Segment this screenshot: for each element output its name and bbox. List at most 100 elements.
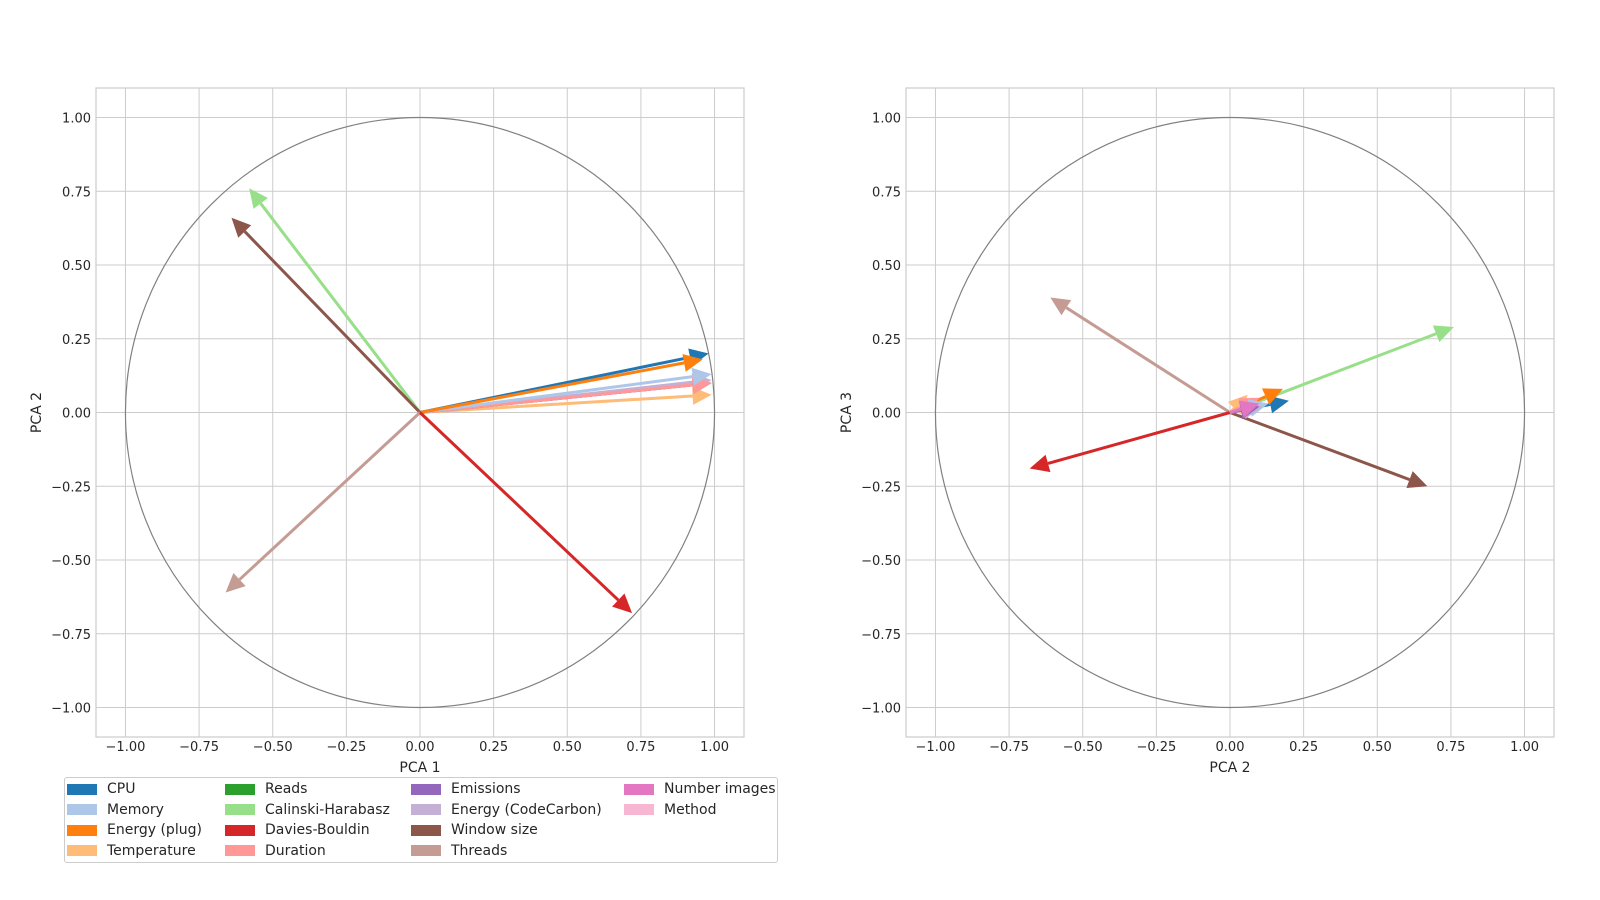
- vector-shaft: [419, 375, 693, 414]
- y-tick-label: −1.00: [51, 702, 91, 717]
- legend-swatch: [67, 845, 97, 856]
- pca-plot-2: −1.00 −0.75 −0.50 −0.25 0.00 0.25 0.50 0.75 1.00…: [839, 87, 1555, 776]
- legend-swatch: [67, 783, 97, 795]
- legend-label: Duration: [265, 842, 326, 859]
- legend-label: Window size: [451, 822, 538, 838]
- x-axis-label: PCA 1: [399, 760, 440, 776]
- y-axis-label: PCA 2: [29, 392, 45, 433]
- legend-swatch: [411, 845, 441, 856]
- legend-item: Threads: [411, 841, 507, 861]
- vector-shaft: [1065, 306, 1231, 414]
- legend-label: Number images: [664, 781, 776, 797]
- legend-swatch: [225, 783, 255, 795]
- y-tick-label: 0.25: [872, 333, 901, 348]
- legend-label: Calinski-Harabasz: [265, 801, 390, 818]
- vector-number-images: [1229, 400, 1260, 418]
- legend-label: Reads: [265, 781, 308, 797]
- legend-item: Window size: [411, 820, 538, 840]
- vector-window-size: [231, 217, 422, 414]
- vector-energy-plug-: [419, 354, 703, 414]
- x-tick-label: 0.00: [406, 740, 435, 755]
- legend-swatch: [225, 804, 255, 815]
- legend-item: Number images: [624, 779, 776, 799]
- x-tick-label: 0.50: [553, 740, 582, 755]
- x-tick-label: 0.75: [1436, 740, 1465, 755]
- vector-window-size: [1229, 411, 1428, 489]
- legend-label: Memory: [107, 801, 164, 818]
- vector-shaft: [243, 230, 422, 414]
- x-tick-label: 1.00: [1510, 740, 1539, 755]
- vector-shaft: [1229, 332, 1437, 414]
- x-axis-label: PCA 2: [1209, 760, 1250, 776]
- legend: CPU Memory Energy (plug) Temperature Reads Ca…: [64, 777, 778, 863]
- vector-head: [1268, 395, 1289, 414]
- legend-label: Davies-Bouldin: [265, 822, 370, 838]
- legend-swatch: [624, 783, 654, 795]
- vector-head: [231, 217, 252, 238]
- legend-label: Energy (plug): [107, 822, 202, 838]
- legend-item: Reads: [225, 779, 307, 799]
- legend-item: Memory: [67, 800, 164, 820]
- legend-item: Method: [624, 800, 717, 820]
- vector-shaft: [418, 411, 620, 602]
- plot-frame: [95, 87, 745, 738]
- x-tick-label: −0.50: [253, 740, 293, 755]
- plot-frame: [905, 87, 1555, 738]
- vector-shaft: [1047, 411, 1231, 465]
- y-tick-label: −0.25: [51, 480, 91, 495]
- legend-item: Emissions: [411, 779, 521, 799]
- vector-davies-bouldin: [1029, 411, 1231, 473]
- vector-calinski-harabasz: [249, 188, 422, 414]
- y-tick-label: 0.50: [62, 259, 91, 274]
- x-tick-label: −1.00: [106, 740, 146, 755]
- y-tick-label: 1.00: [872, 112, 901, 127]
- x-tick-label: −0.25: [326, 740, 366, 755]
- y-tick-label: 0.75: [62, 185, 91, 200]
- vector-head: [682, 354, 703, 372]
- vector-shaft: [419, 361, 685, 414]
- x-tick-label: −0.25: [1136, 740, 1176, 755]
- legend-label: Energy (CodeCarbon): [451, 801, 602, 818]
- y-tick-label: −0.50: [861, 554, 901, 569]
- x-tick-label: −1.00: [916, 740, 956, 755]
- x-tick-label: −0.50: [1063, 740, 1103, 755]
- x-tick-label: 0.50: [1363, 740, 1392, 755]
- vector-shaft: [419, 394, 693, 414]
- legend-label: Emissions: [451, 781, 521, 797]
- legend-swatch: [411, 804, 441, 815]
- vector-head: [1029, 454, 1051, 473]
- vector-davies-bouldin: [418, 411, 633, 614]
- legend-swatch: [67, 804, 97, 815]
- pca-plot-1: −1.00 −0.75 −0.50 −0.25 0.00 0.25 0.50 0.75 1.00…: [29, 87, 745, 776]
- unit-circle: [934, 116, 1526, 709]
- legend-swatch: [67, 824, 97, 836]
- y-tick-label: 0.75: [872, 185, 901, 200]
- y-tick-label: −0.25: [861, 480, 901, 495]
- vector-head: [1406, 471, 1428, 489]
- y-tick-label: 1.00: [62, 112, 91, 127]
- legend-label: Threads: [451, 842, 508, 859]
- y-tick-label: −0.50: [51, 554, 91, 569]
- legend-item: Davies-Bouldin: [225, 820, 370, 840]
- vector-head: [249, 188, 268, 209]
- legend-label: CPU: [107, 781, 136, 797]
- legend-label: Temperature: [107, 842, 196, 859]
- vector-threads: [225, 411, 422, 593]
- x-tick-label: −0.75: [179, 740, 219, 755]
- vector-calinski-harabasz: [1229, 325, 1454, 414]
- vector-head: [1238, 400, 1260, 418]
- x-tick-label: 0.25: [1289, 740, 1318, 755]
- vector-shaft: [238, 411, 422, 581]
- y-tick-label: −1.00: [861, 702, 901, 717]
- legend-swatch: [411, 824, 441, 836]
- legend-item: Duration: [225, 841, 326, 861]
- vector-memory: [419, 367, 712, 414]
- vector-shaft: [1229, 407, 1242, 414]
- legend-swatch: [624, 804, 654, 815]
- vector-shaft: [1229, 411, 1411, 482]
- x-tick-label: −0.75: [989, 740, 1029, 755]
- legend-item: Temperature: [67, 841, 196, 861]
- y-tick-label: 0.25: [62, 333, 91, 348]
- vector-threads: [1050, 297, 1231, 414]
